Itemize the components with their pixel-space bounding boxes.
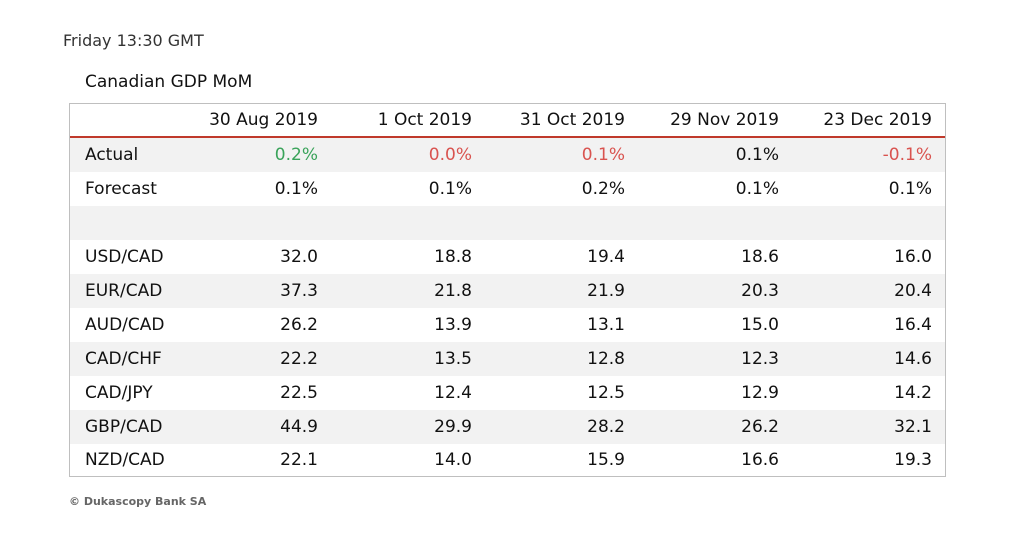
pair-label: USD/CAD (85, 247, 164, 267)
spacer-row (70, 206, 945, 240)
pair-label: CAD/CHF (85, 349, 162, 369)
pair-value: 20.3 (741, 281, 779, 301)
pair-value: 19.3 (894, 450, 932, 470)
pair-value: 19.4 (587, 247, 625, 267)
column-header: 30 Aug 2019 (209, 110, 318, 130)
actual-value: 0.2% (274, 145, 318, 165)
table-row: AUD/CAD 26.2 13.9 13.1 15.0 16.4 (70, 308, 945, 342)
pair-value: 14.6 (894, 349, 932, 369)
pair-value: 15.9 (587, 450, 625, 470)
actual-row: Actual 0.2% 0.0% 0.1% 0.1% -0.1% (70, 138, 945, 172)
pair-value: 26.2 (280, 315, 318, 335)
pair-value: 14.0 (434, 450, 472, 470)
table-row: USD/CAD 32.0 18.8 19.4 18.6 16.0 (70, 240, 945, 274)
pair-value: 13.9 (434, 315, 472, 335)
pair-value: 18.6 (741, 247, 779, 267)
pair-value: 16.4 (894, 315, 932, 335)
table-title: Canadian GDP MoM (85, 72, 253, 92)
pair-value: 22.1 (280, 450, 318, 470)
pair-value: 18.8 (434, 247, 472, 267)
pair-value: 16.0 (894, 247, 932, 267)
pair-value: 22.2 (280, 349, 318, 369)
pair-value: 20.4 (894, 281, 932, 301)
table-row: CAD/JPY 22.5 12.4 12.5 12.9 14.2 (70, 376, 945, 410)
pair-value: 32.0 (280, 247, 318, 267)
pair-value: 32.1 (894, 417, 932, 437)
forecast-value: 0.1% (888, 179, 932, 199)
pair-label: NZD/CAD (85, 450, 165, 470)
column-header: 29 Nov 2019 (670, 110, 779, 130)
pair-value: 12.4 (434, 383, 472, 403)
pair-value: 12.9 (741, 383, 779, 403)
column-header: 23 Dec 2019 (823, 110, 932, 130)
actual-value: 0.1% (581, 145, 625, 165)
forecast-value: 0.1% (735, 179, 779, 199)
actual-value: -0.1% (882, 145, 932, 165)
pair-value: 14.2 (894, 383, 932, 403)
pair-label: EUR/CAD (85, 281, 163, 301)
actual-value: 0.1% (735, 145, 779, 165)
table-row: EUR/CAD 37.3 21.8 21.9 20.3 20.4 (70, 274, 945, 308)
pair-value: 12.8 (587, 349, 625, 369)
table-row: NZD/CAD 22.1 14.0 15.9 16.6 19.3 (70, 444, 945, 476)
forecast-value: 0.1% (428, 179, 472, 199)
pair-value: 12.5 (587, 383, 625, 403)
pair-value: 15.0 (741, 315, 779, 335)
copyright-notice: © Dukascopy Bank SA (69, 495, 207, 508)
row-label: Forecast (85, 179, 157, 199)
pair-value: 26.2 (741, 417, 779, 437)
pair-value: 22.5 (280, 383, 318, 403)
forecast-row: Forecast 0.1% 0.1% 0.2% 0.1% 0.1% (70, 172, 945, 206)
pair-value: 13.5 (434, 349, 472, 369)
pair-value: 16.6 (741, 450, 779, 470)
pair-value: 44.9 (280, 417, 318, 437)
gdp-table: 30 Aug 2019 1 Oct 2019 31 Oct 2019 29 No… (69, 103, 946, 477)
pair-value: 37.3 (280, 281, 318, 301)
release-time: Friday 13:30 GMT (63, 31, 204, 50)
pair-label: CAD/JPY (85, 383, 153, 403)
table-row: GBP/CAD 44.9 29.9 28.2 26.2 32.1 (70, 410, 945, 444)
row-label: Actual (85, 145, 139, 165)
pair-value: 13.1 (587, 315, 625, 335)
forecast-value: 0.2% (581, 179, 625, 199)
pair-value: 21.8 (434, 281, 472, 301)
pair-label: AUD/CAD (85, 315, 165, 335)
pair-value: 21.9 (587, 281, 625, 301)
pair-value: 28.2 (587, 417, 625, 437)
actual-value: 0.0% (428, 145, 472, 165)
pair-label: GBP/CAD (85, 417, 163, 437)
column-header: 1 Oct 2019 (377, 110, 472, 130)
table-row: CAD/CHF 22.2 13.5 12.8 12.3 14.6 (70, 342, 945, 376)
forecast-value: 0.1% (274, 179, 318, 199)
pair-value: 12.3 (741, 349, 779, 369)
pair-value: 29.9 (434, 417, 472, 437)
column-header: 31 Oct 2019 (519, 110, 625, 130)
table-header-row: 30 Aug 2019 1 Oct 2019 31 Oct 2019 29 No… (70, 104, 945, 138)
